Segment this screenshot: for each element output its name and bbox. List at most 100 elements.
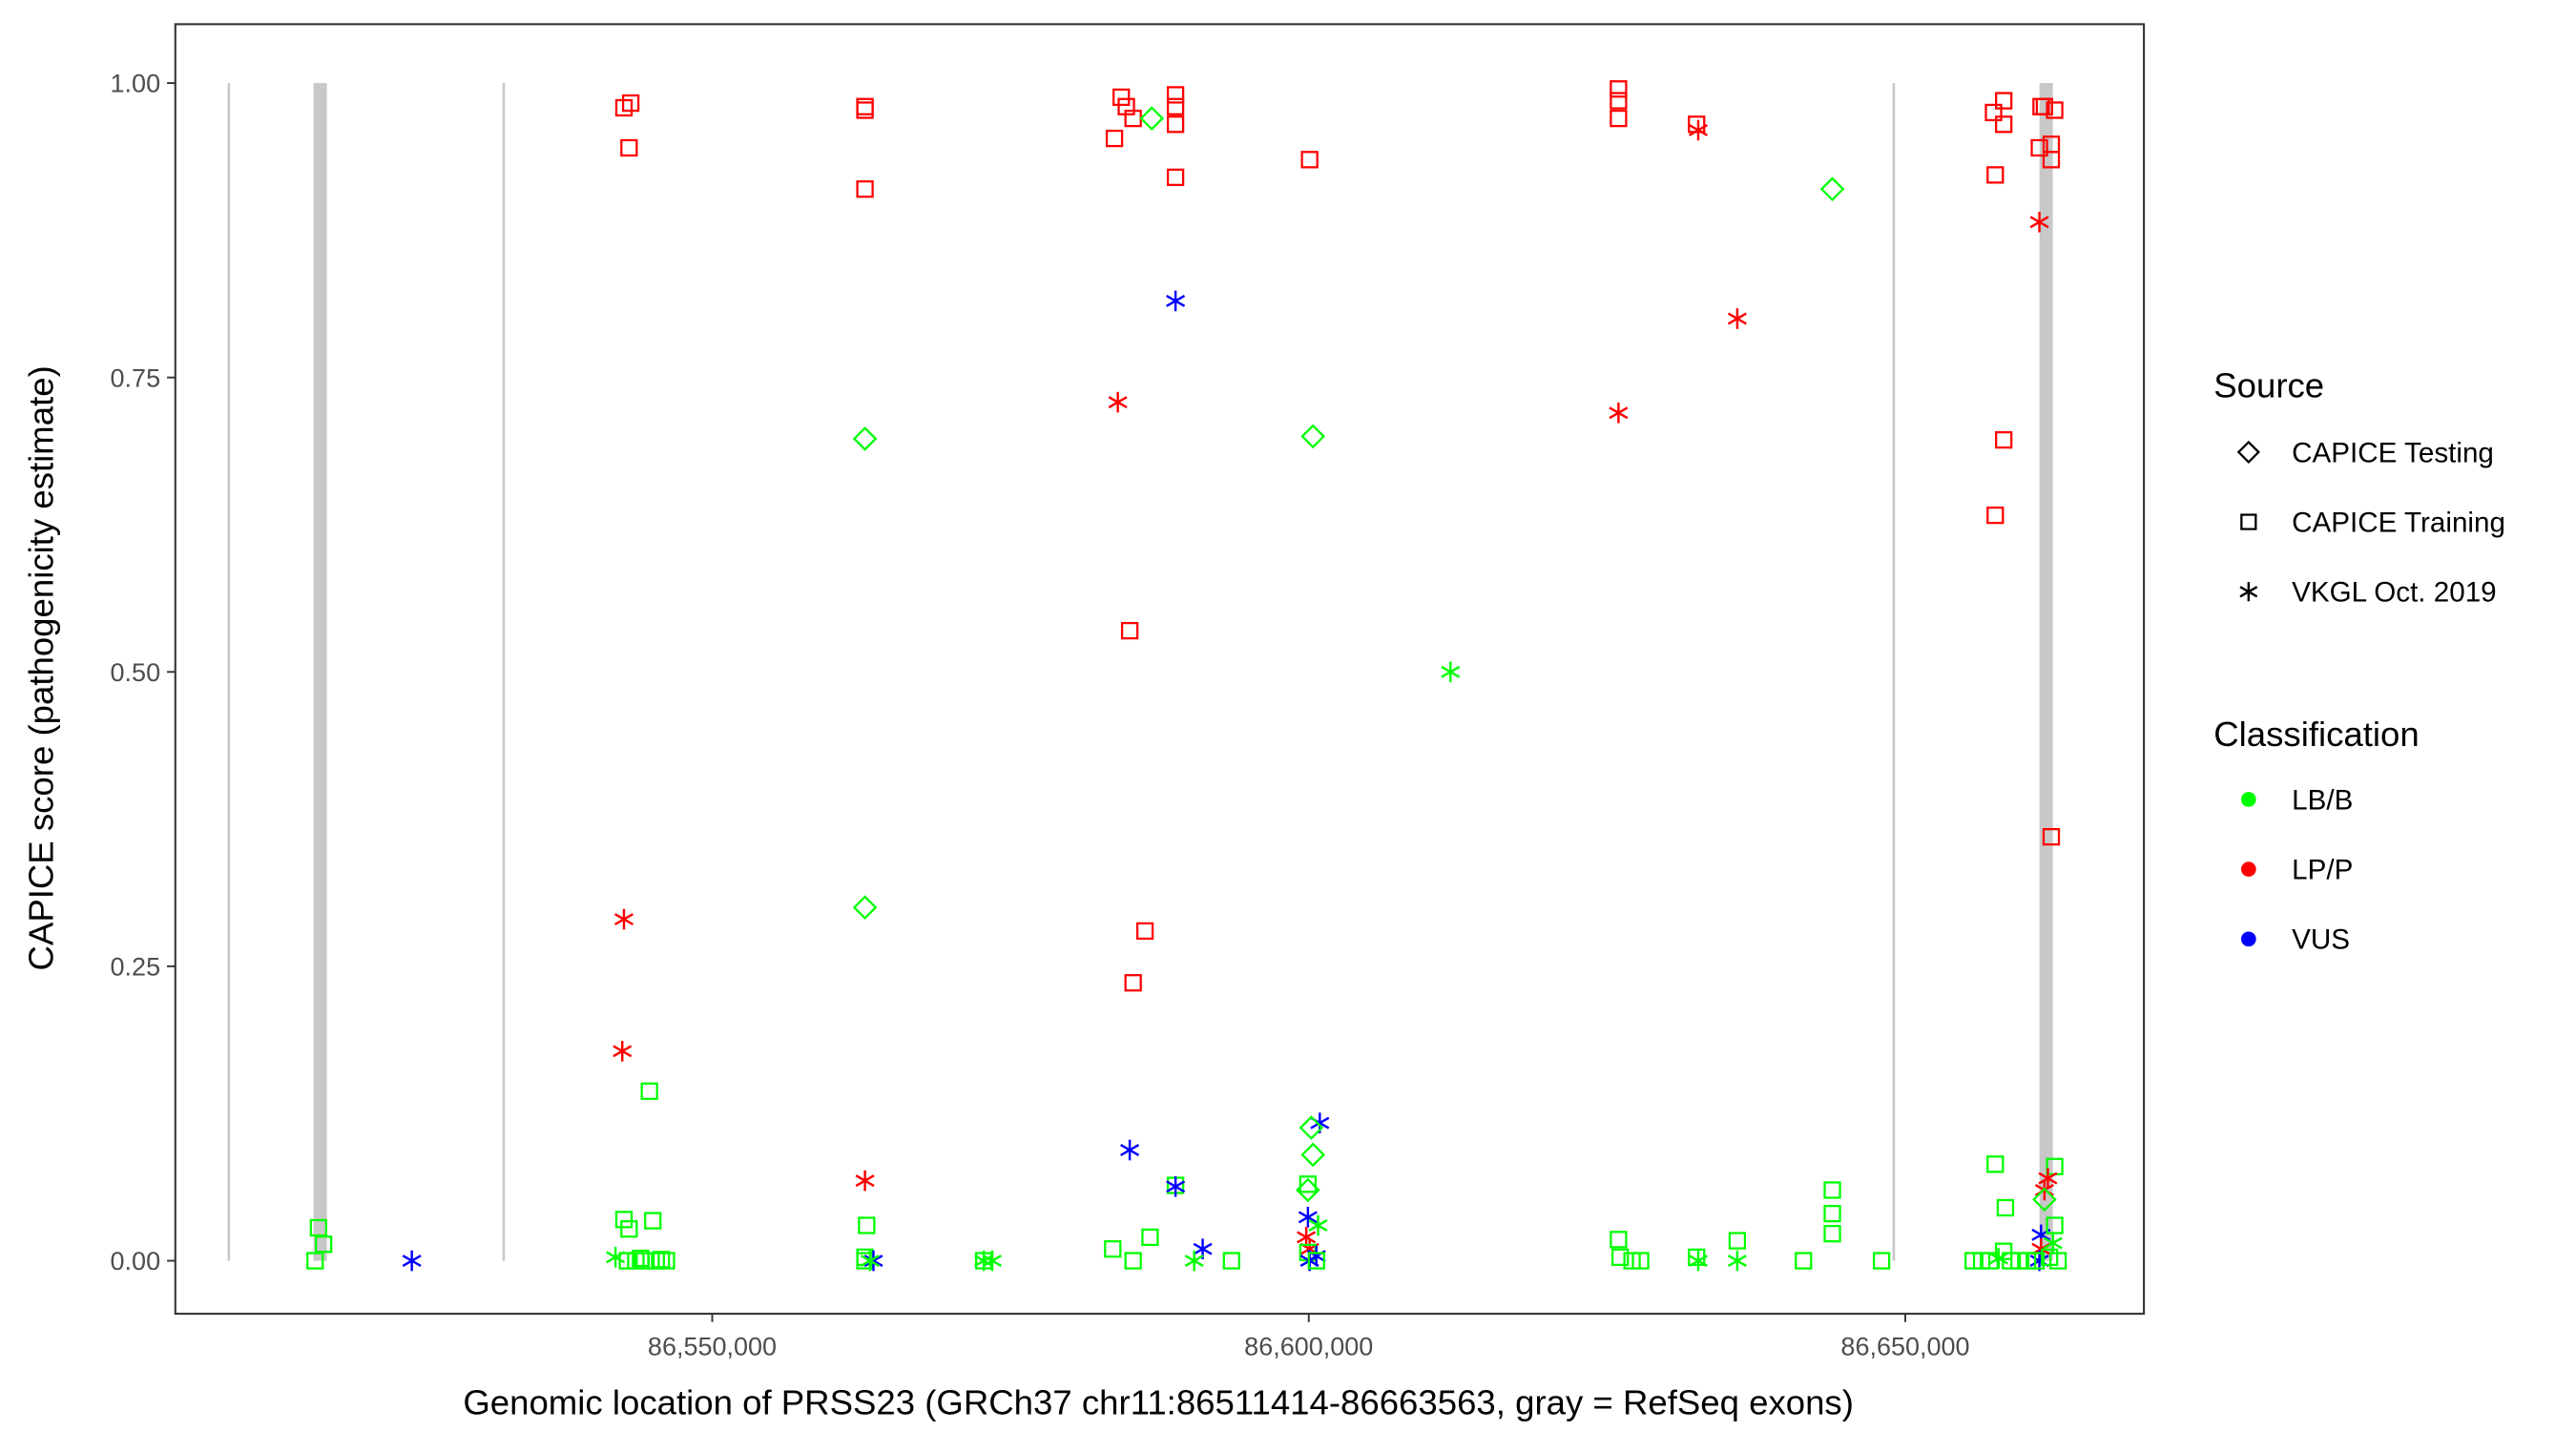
- point-square: [1307, 1252, 1325, 1270]
- x-tick-label: 86,600,000: [1244, 1333, 1373, 1361]
- point-square: [1823, 1225, 1841, 1243]
- point-diamond: [852, 895, 878, 921]
- point-square: [1986, 1155, 2005, 1173]
- legend-item-source: CAPICE Testing: [2292, 437, 2494, 468]
- legend: Source CAPICE Testing CAPICE Training VKGL …: [2213, 365, 2505, 955]
- point-square: [1984, 103, 2003, 122]
- point-diamond: [1298, 1115, 1324, 1140]
- point-diamond: [852, 426, 878, 451]
- point-diamond: [1139, 106, 1165, 131]
- point-asterisk: [2239, 582, 2258, 602]
- point-asterisk: [863, 1250, 883, 1272]
- x-tick-label: 86,650,000: [1840, 1333, 1969, 1361]
- point-square: [2042, 827, 2061, 846]
- legend-dot: [2241, 792, 2256, 807]
- point-asterisk: [1308, 1214, 1328, 1236]
- point-square: [1995, 115, 2013, 134]
- point-square: [1222, 1252, 1240, 1270]
- plot-panel-border: [174, 23, 2146, 1316]
- point-square: [2240, 513, 2257, 530]
- point-square: [1135, 922, 1154, 941]
- point-square: [1166, 168, 1185, 186]
- point-square: [2041, 1248, 2059, 1266]
- y-tick-label: 0.50: [111, 658, 161, 687]
- point-diamond: [1300, 1142, 1326, 1168]
- point-asterisk: [2029, 211, 2049, 233]
- legend-title-source: Source: [2213, 365, 2324, 404]
- point-square: [632, 1249, 650, 1268]
- y-axis-title: CAPICE score (pathogenicity estimate): [22, 365, 61, 970]
- point-square: [1610, 92, 1628, 110]
- point-square: [1631, 1252, 1650, 1270]
- point-asterisk: [2043, 1233, 2063, 1254]
- point-square: [1728, 1232, 1747, 1250]
- point-square: [2026, 1252, 2046, 1270]
- point-square: [2035, 97, 2054, 115]
- point-square: [2046, 101, 2064, 119]
- point-square: [620, 138, 638, 157]
- point-asterisk: [860, 1250, 880, 1272]
- point-asterisk: [402, 1250, 422, 1272]
- point-diamond: [2032, 1187, 2057, 1213]
- point-square: [1995, 430, 2013, 449]
- point-square: [1141, 1228, 1159, 1247]
- point-square: [1795, 1252, 1813, 1270]
- y-tick-label: 0.00: [111, 1247, 161, 1275]
- point-asterisk: [2038, 1168, 2058, 1189]
- point-square: [1124, 974, 1142, 992]
- point-square: [1124, 1252, 1142, 1270]
- point-square: [635, 1252, 654, 1270]
- x-tick-label: 86,550,000: [648, 1333, 777, 1361]
- point-square: [856, 101, 874, 119]
- legend-item-classification: LP/P: [2292, 855, 2353, 886]
- y-tick-label: 0.25: [111, 953, 161, 982]
- point-square: [1610, 80, 1628, 98]
- legend-item-source: VKGL Oct. 2019: [2292, 577, 2497, 609]
- point-square: [1166, 115, 1185, 134]
- point-square: [306, 1252, 324, 1270]
- point-square: [1986, 166, 2005, 184]
- exon-layer: [227, 83, 2053, 1261]
- legend-item-source: CAPICE Training: [2292, 508, 2505, 539]
- point-square: [621, 93, 640, 113]
- point-asterisk: [1609, 402, 1629, 424]
- point-asterisk: [1988, 1248, 2008, 1269]
- point-square: [1300, 151, 1319, 169]
- point-diamond: [1296, 1177, 1320, 1203]
- point-square: [1120, 621, 1139, 640]
- point-square: [640, 1082, 658, 1100]
- point-diamond: [2236, 440, 2260, 464]
- point-square: [1166, 86, 1185, 104]
- exon-band: [2039, 83, 2053, 1261]
- point-square: [614, 1211, 634, 1229]
- point-asterisk: [1120, 1139, 1140, 1161]
- point-square: [1104, 1240, 1122, 1258]
- point-square: [1823, 1181, 1841, 1199]
- point-square: [1872, 1252, 1891, 1270]
- point-asterisk: [1108, 391, 1128, 413]
- point-asterisk: [982, 1250, 1003, 1272]
- point-square: [652, 1251, 671, 1269]
- point-asterisk: [855, 1170, 875, 1192]
- legend-item-classification: LB/B: [2292, 784, 2353, 816]
- point-square: [858, 1216, 876, 1234]
- point-square: [657, 1252, 675, 1270]
- legend-dot: [2241, 931, 2256, 947]
- y-axis: 0.00 0.25 0.50 0.75 1.00: [111, 70, 176, 1275]
- point-square: [1611, 1248, 1630, 1266]
- point-asterisk: [1688, 1250, 1709, 1272]
- point-asterisk: [613, 1040, 633, 1062]
- exon-band: [227, 83, 231, 1261]
- point-square: [620, 1220, 638, 1238]
- point-square: [2042, 151, 2061, 169]
- legend-title-classification: Classification: [2213, 715, 2420, 754]
- exon-band: [1892, 83, 1896, 1261]
- point-asterisk: [1298, 1207, 1318, 1228]
- point-square: [1112, 88, 1131, 107]
- legend-dot: [2241, 861, 2256, 877]
- point-square: [1995, 92, 2013, 110]
- point-square: [1823, 1205, 1841, 1223]
- point-diamond: [1819, 176, 1845, 201]
- point-asterisk: [613, 908, 634, 930]
